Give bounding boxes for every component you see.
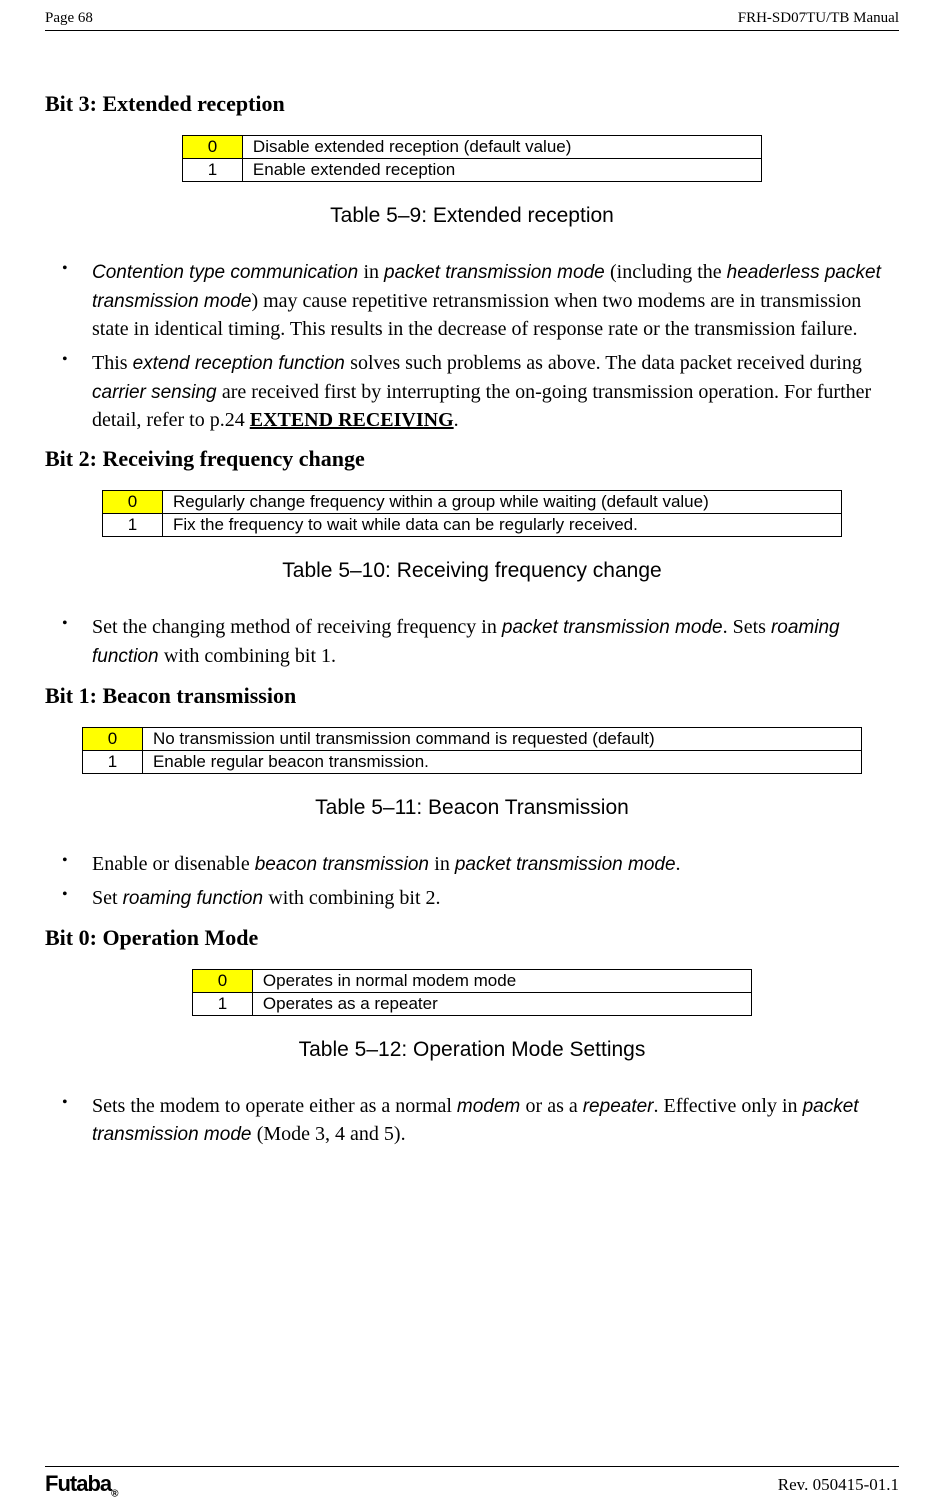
text-segment: modem <box>457 1096 526 1117</box>
table-row: 1Fix the frequency to wait while data ca… <box>103 514 842 537</box>
manual-title: FRH-SD07TU/TB Manual <box>738 10 899 27</box>
table-row: 0Operates in normal modem mode <box>193 969 752 992</box>
bit-value-table: 0Operates in normal modem mode1Operates … <box>192 969 752 1016</box>
table-row: 1Operates as a repeater <box>193 992 752 1015</box>
list-item: This extend reception function solves su… <box>50 349 899 434</box>
table-caption: Table 5–10: Receiving frequency change <box>45 559 899 583</box>
bit-section: Bit 0: Operation Mode 0Operates in normal… <box>45 925 899 1149</box>
text-segment: solves such problems as above. The data … <box>350 352 862 374</box>
list-item: Sets the modem to operate either as a no… <box>50 1092 899 1149</box>
bullet-list: Contention type communication in packet … <box>45 258 899 434</box>
page-footer: Futaba® Rev. 050415-01.1 <box>45 1466 899 1499</box>
table-caption: Table 5–9: Extended reception <box>45 204 899 228</box>
bit-section: Bit 3: Extended reception 0Disable extend… <box>45 91 899 434</box>
bit-heading: Bit 1: Beacon transmission <box>45 683 899 709</box>
bit-heading: Bit 3: Extended reception <box>45 91 899 117</box>
page-header: Page 68 FRH-SD07TU/TB Manual <box>45 10 899 31</box>
bit-section: Bit 2: Receiving frequency change 0Regula… <box>45 446 899 670</box>
bit-value-cell: 1 <box>193 992 253 1015</box>
table-row: 0Regularly change frequency within a gro… <box>103 491 842 514</box>
text-segment: extend reception function <box>133 353 351 374</box>
text-segment: (Mode 3, 4 and 5). <box>257 1123 406 1145</box>
table-caption: Table 5–11: Beacon Transmission <box>45 796 899 820</box>
text-segment: packet transmission mode <box>455 854 676 875</box>
bit-value-cell: 0 <box>103 491 163 514</box>
bit-description-cell: No transmission until transmission comma… <box>142 727 861 750</box>
futaba-logo: Futaba® <box>45 1471 118 1499</box>
bit-value-table: 0No transmission until transmission comm… <box>82 727 862 774</box>
text-segment: Sets the modem to operate either as a no… <box>92 1095 457 1117</box>
text-segment: in <box>363 261 384 283</box>
table-row: 1Enable extended reception <box>183 159 762 182</box>
table-caption: Table 5–12: Operation Mode Settings <box>45 1038 899 1062</box>
text-segment: with combining bit 2. <box>268 887 440 909</box>
table-row: 0Disable extended reception (default val… <box>183 136 762 159</box>
text-segment: packet transmission mode <box>502 617 723 638</box>
text-segment: (including the <box>610 261 727 283</box>
table-row: 1Enable regular beacon transmission. <box>83 750 862 773</box>
text-segment: . <box>676 853 681 875</box>
text-segment: roaming function <box>123 888 269 909</box>
bit-description-cell: Enable regular beacon transmission. <box>142 750 861 773</box>
list-item: Contention type communication in packet … <box>50 258 899 343</box>
text-segment: with combining bit 1. <box>164 645 336 667</box>
text-segment: or as a <box>526 1095 583 1117</box>
text-segment: EXTEND RECEIVING <box>250 409 454 431</box>
bullet-list: Set the changing method of receiving fre… <box>45 613 899 670</box>
list-item: Set roaming function with combining bit … <box>50 884 899 913</box>
bit-heading: Bit 2: Receiving frequency change <box>45 446 899 472</box>
text-segment: Set the changing method of receiving fre… <box>92 616 502 638</box>
bit-description-cell: Regularly change frequency within a grou… <box>162 491 841 514</box>
bit-description-cell: Enable extended reception <box>242 159 761 182</box>
bit-heading: Bit 0: Operation Mode <box>45 925 899 951</box>
table-row: 0No transmission until transmission comm… <box>83 727 862 750</box>
bit-value-table: 0Disable extended reception (default val… <box>182 135 762 182</box>
bit-value-cell: 0 <box>183 136 243 159</box>
bit-value-cell: 0 <box>83 727 143 750</box>
bit-value-table: 0Regularly change frequency within a gro… <box>102 490 842 537</box>
text-segment: . <box>454 409 459 431</box>
bit-description-cell: Operates in normal modem mode <box>252 969 751 992</box>
bit-value-cell: 0 <box>193 969 253 992</box>
list-item: Set the changing method of receiving fre… <box>50 613 899 670</box>
list-item: Enable or disenable beacon transmission … <box>50 850 899 879</box>
text-segment: in <box>434 853 455 875</box>
text-segment: Contention type communication <box>92 262 363 283</box>
bullet-list: Sets the modem to operate either as a no… <box>45 1092 899 1149</box>
bit-value-cell: 1 <box>183 159 243 182</box>
revision-number: Rev. 050415-01.1 <box>778 1475 899 1495</box>
page-number: Page 68 <box>45 10 93 27</box>
bit-description-cell: Operates as a repeater <box>252 992 751 1015</box>
bit-value-cell: 1 <box>103 514 163 537</box>
bit-description-cell: Fix the frequency to wait while data can… <box>162 514 841 537</box>
text-segment: carrier sensing <box>92 382 222 403</box>
text-segment: Set <box>92 887 123 909</box>
text-segment: . Sets <box>723 616 771 638</box>
text-segment: . Effective only in <box>654 1095 803 1117</box>
text-segment: Enable or disenable <box>92 853 255 875</box>
text-segment: This <box>92 352 133 374</box>
text-segment: beacon transmission <box>255 854 435 875</box>
bit-value-cell: 1 <box>83 750 143 773</box>
text-segment: repeater <box>583 1096 654 1117</box>
bullet-list: Enable or disenable beacon transmission … <box>45 850 899 913</box>
text-segment: packet transmission mode <box>384 262 610 283</box>
bit-section: Bit 1: Beacon transmission 0No transmissi… <box>45 683 899 913</box>
bit-description-cell: Disable extended reception (default valu… <box>242 136 761 159</box>
